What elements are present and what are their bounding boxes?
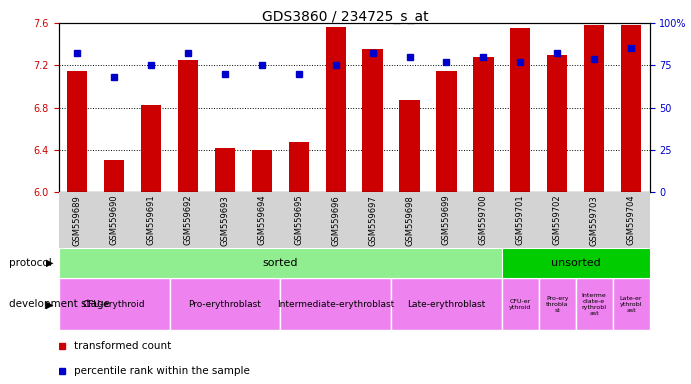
Text: GSM559703: GSM559703 [589, 195, 598, 245]
Bar [252, 150, 272, 192]
Bar [539, 278, 576, 330]
Text: GSM559698: GSM559698 [405, 195, 414, 245]
Bar [436, 71, 457, 192]
Bar [141, 105, 161, 192]
Bar [473, 57, 493, 192]
Text: Intermediate-erythroblast: Intermediate-erythroblast [277, 300, 395, 309]
Text: protocol: protocol [9, 258, 52, 268]
Text: Pro-erythroblast: Pro-erythroblast [189, 300, 261, 309]
Bar [621, 25, 641, 192]
Text: Interme
diate-e
rythrobl
ast: Interme diate-e rythrobl ast [582, 293, 607, 316]
Text: Late-erythroblast: Late-erythroblast [407, 300, 486, 309]
Text: GSM559689: GSM559689 [73, 195, 82, 245]
Bar [59, 278, 169, 330]
Bar [104, 161, 124, 192]
Bar [391, 278, 502, 330]
Bar [215, 148, 235, 192]
Bar [325, 27, 346, 192]
Bar [502, 278, 539, 330]
Bar [510, 28, 531, 192]
Text: percentile rank within the sample: percentile rank within the sample [73, 366, 249, 376]
Bar [502, 248, 650, 278]
Text: CFU-er
ythroid: CFU-er ythroid [509, 299, 531, 310]
Bar [613, 278, 650, 330]
Text: GSM559699: GSM559699 [442, 195, 451, 245]
Bar [169, 278, 281, 330]
Text: GSM559693: GSM559693 [220, 195, 229, 245]
Bar [67, 71, 87, 192]
Bar [281, 278, 391, 330]
Text: GSM559692: GSM559692 [184, 195, 193, 245]
Text: GSM559694: GSM559694 [257, 195, 266, 245]
Bar [178, 60, 198, 192]
Text: GSM559695: GSM559695 [294, 195, 303, 245]
Bar [399, 100, 419, 192]
Text: unsorted: unsorted [551, 258, 600, 268]
Bar [289, 142, 309, 192]
Bar [584, 25, 605, 192]
Text: GSM559700: GSM559700 [479, 195, 488, 245]
Text: transformed count: transformed count [73, 341, 171, 351]
Text: GSM559702: GSM559702 [553, 195, 562, 245]
Text: ▶: ▶ [46, 299, 54, 310]
Text: GSM559696: GSM559696 [331, 195, 340, 245]
Text: Pro-ery
throbla
st: Pro-ery throbla st [546, 296, 569, 313]
Text: GSM559697: GSM559697 [368, 195, 377, 245]
Text: CFU-erythroid: CFU-erythroid [83, 300, 145, 309]
Text: GSM559704: GSM559704 [627, 195, 636, 245]
Text: GDS3860 / 234725_s_at: GDS3860 / 234725_s_at [262, 10, 429, 23]
Text: development stage: development stage [9, 299, 110, 310]
Bar [363, 50, 383, 192]
Text: Late-er
ythrobl
ast: Late-er ythrobl ast [620, 296, 643, 313]
Text: GSM559690: GSM559690 [110, 195, 119, 245]
Text: GSM559691: GSM559691 [146, 195, 155, 245]
Text: GSM559701: GSM559701 [515, 195, 524, 245]
Bar [547, 55, 567, 192]
Text: sorted: sorted [263, 258, 298, 268]
Bar [59, 248, 502, 278]
Text: ▶: ▶ [46, 258, 54, 268]
Bar [576, 278, 613, 330]
